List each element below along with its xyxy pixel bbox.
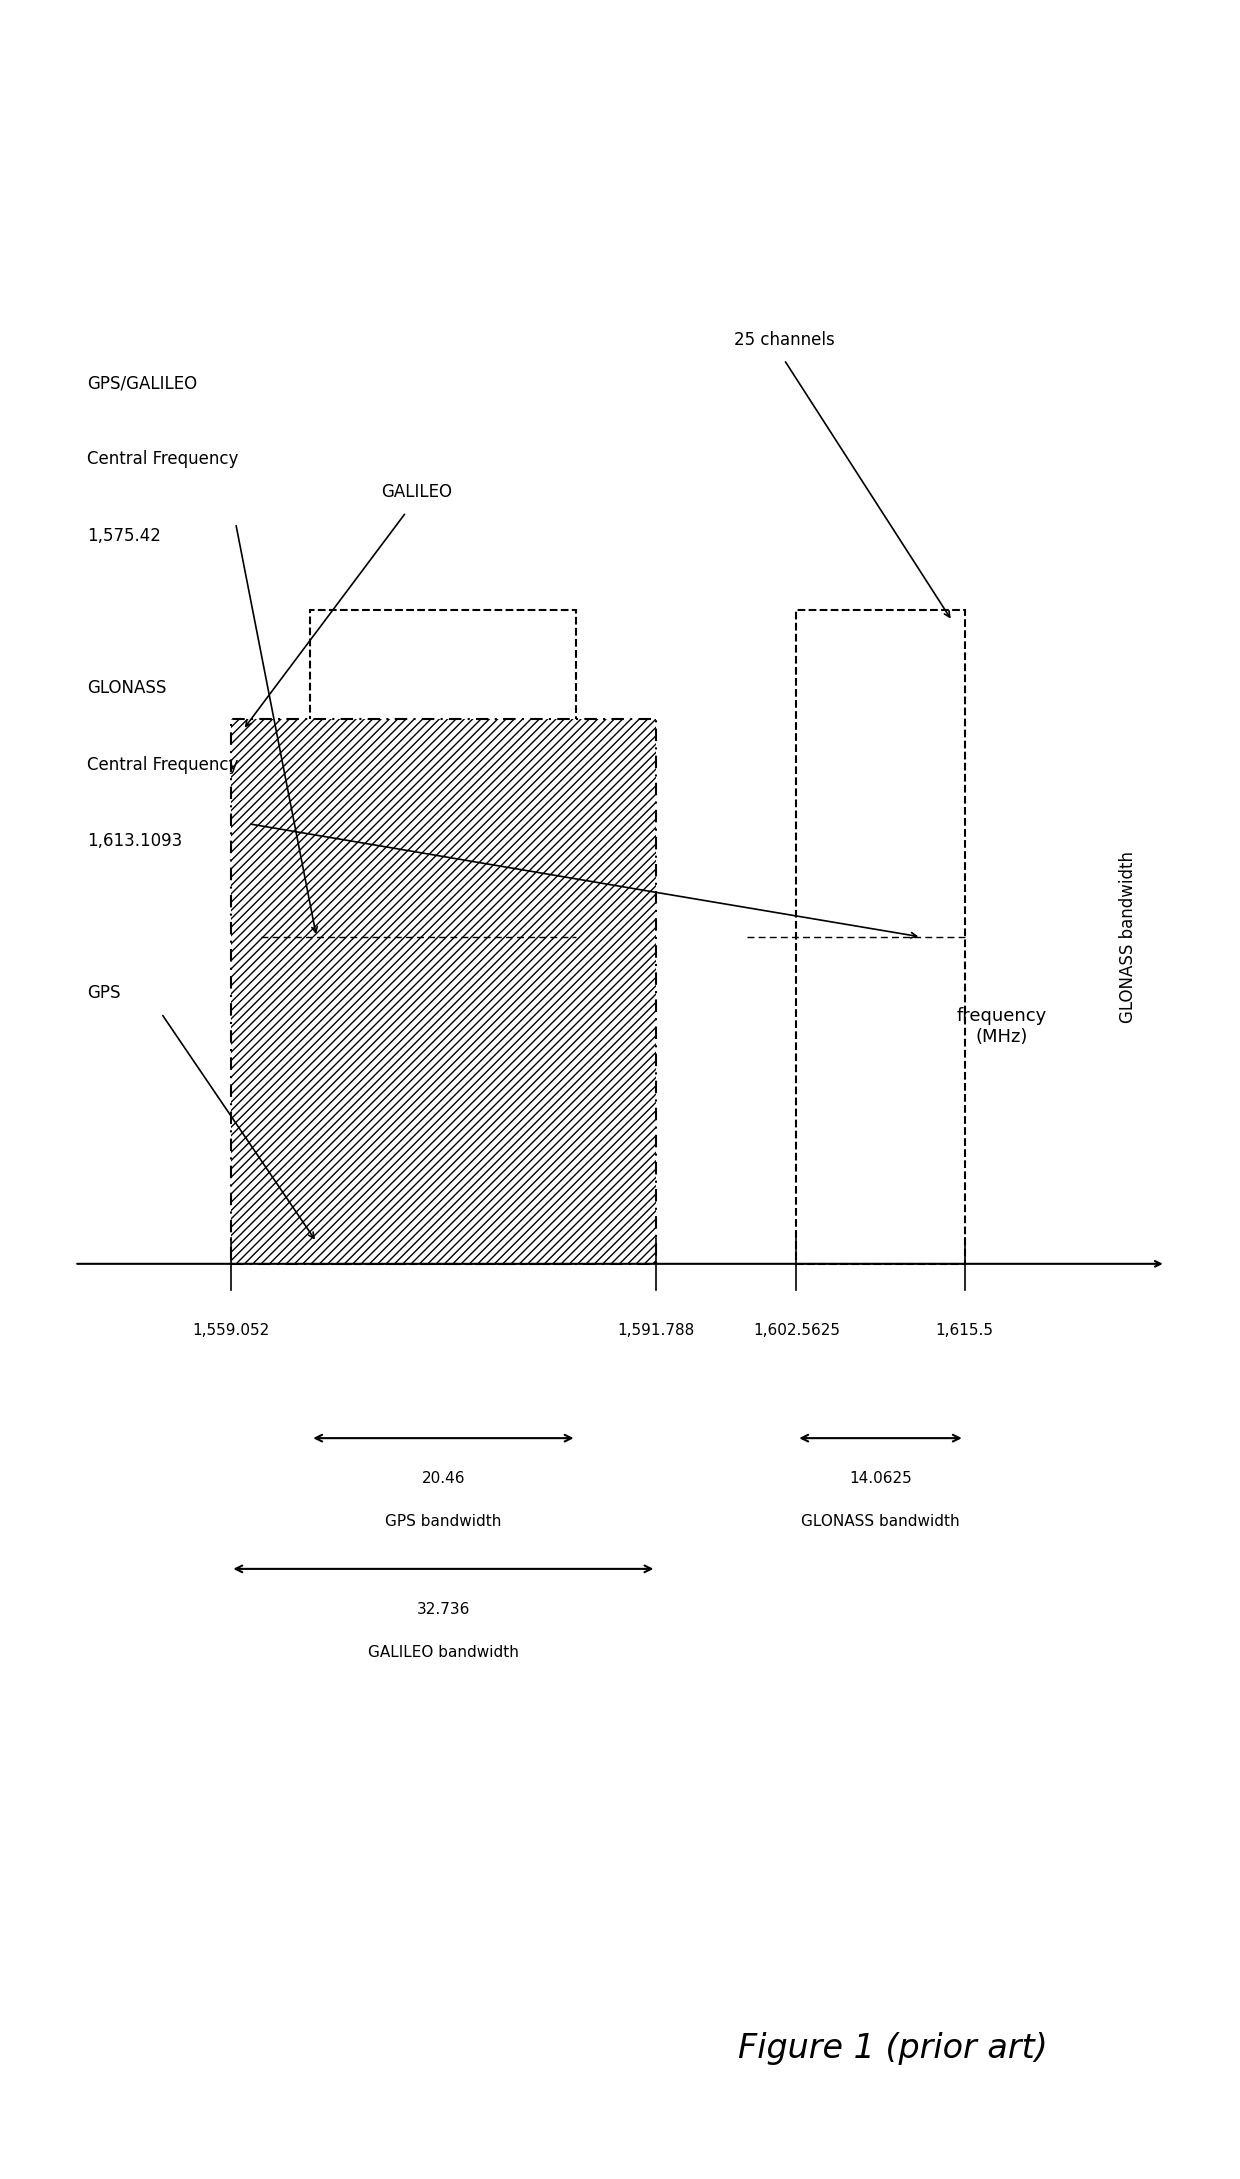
Bar: [796, 610, 965, 1264]
Text: 1,575.42: 1,575.42: [87, 527, 161, 545]
Text: frequency
(MHz): frequency (MHz): [957, 1007, 1047, 1046]
Text: GLONASS bandwidth: GLONASS bandwidth: [1120, 852, 1137, 1022]
Text: Figure 1 (prior art): Figure 1 (prior art): [738, 2031, 1048, 2066]
Text: GPS bandwidth: GPS bandwidth: [386, 1514, 502, 1530]
Text: GPS: GPS: [87, 985, 120, 1002]
Text: 1,602.5625: 1,602.5625: [753, 1323, 839, 1338]
Text: 1,615.5: 1,615.5: [936, 1323, 993, 1338]
Text: Central Frequency: Central Frequency: [87, 756, 238, 774]
Text: 1,559.052: 1,559.052: [192, 1323, 269, 1338]
Text: GLONASS bandwidth: GLONASS bandwidth: [801, 1514, 960, 1530]
Text: 1,591.788: 1,591.788: [618, 1323, 694, 1338]
Text: 14.0625: 14.0625: [849, 1471, 911, 1486]
Text: Central Frequency: Central Frequency: [87, 451, 238, 468]
Text: GALILEO: GALILEO: [382, 484, 453, 501]
Bar: [231, 719, 656, 1264]
Bar: [310, 610, 577, 1264]
Text: 32.736: 32.736: [417, 1602, 470, 1617]
Text: GLONASS: GLONASS: [87, 680, 166, 697]
Text: 20.46: 20.46: [422, 1471, 465, 1486]
Text: 1,613.1093: 1,613.1093: [87, 832, 182, 850]
Text: 25 channels: 25 channels: [734, 331, 835, 349]
Text: GALILEO bandwidth: GALILEO bandwidth: [368, 1645, 518, 1660]
Text: GPS/GALILEO: GPS/GALILEO: [87, 375, 197, 392]
